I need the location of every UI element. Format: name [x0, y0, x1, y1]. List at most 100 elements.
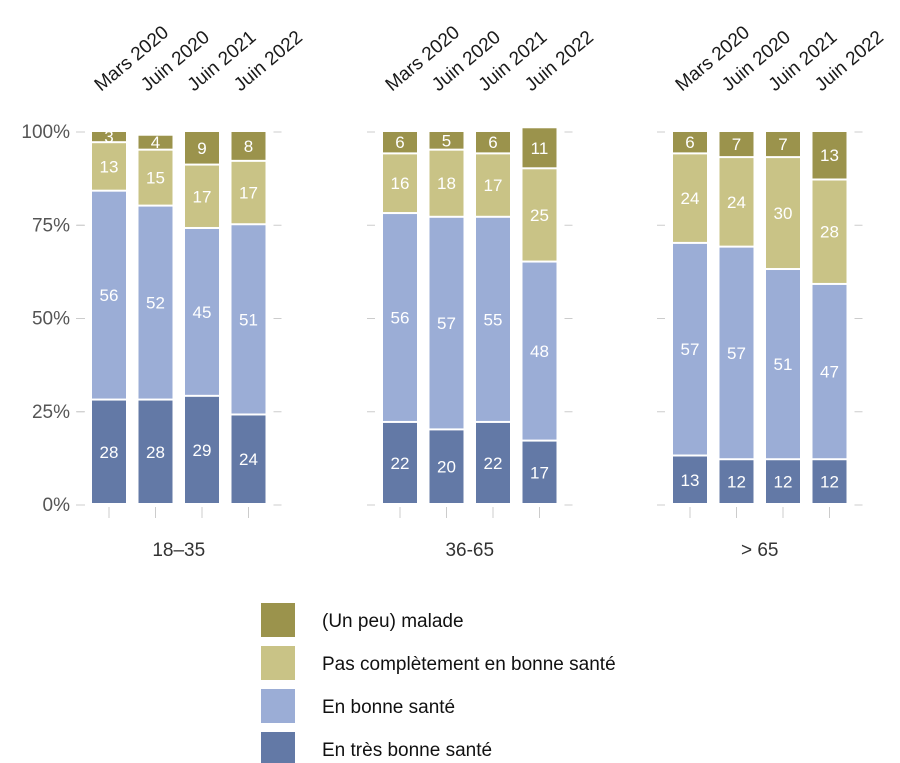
group-label: > 65	[741, 540, 779, 561]
data-label: 28	[100, 443, 119, 462]
data-label: 12	[727, 473, 746, 492]
data-label: 55	[484, 310, 503, 329]
bar-segment	[766, 270, 800, 459]
data-label: 57	[727, 344, 746, 363]
bar-segment	[429, 430, 464, 503]
bar-segment	[673, 456, 707, 503]
data-label: 47	[820, 363, 839, 382]
bar-segment	[476, 132, 510, 153]
bar-segment	[231, 161, 266, 224]
data-label: 17	[193, 187, 212, 206]
data-label: 24	[727, 193, 746, 212]
data-label: 13	[820, 146, 839, 165]
data-label: 56	[100, 286, 119, 305]
y-axis: 0% 25% 50% 75% 100%	[21, 122, 85, 516]
data-label: 17	[484, 176, 503, 195]
legend-label: Pas complètement en bonne santé	[322, 654, 616, 675]
bar-segment	[429, 217, 464, 429]
bar-segment	[231, 415, 266, 503]
bar-segment	[92, 191, 126, 399]
data-label: 12	[820, 473, 839, 492]
bar-segment	[138, 400, 173, 503]
bar-segment	[673, 243, 707, 455]
bar-segment	[812, 284, 847, 459]
bar-segment	[383, 132, 417, 153]
bar-segment	[812, 180, 847, 283]
bar-segment	[138, 206, 173, 399]
bar-segment	[719, 247, 754, 459]
data-label: 24	[239, 450, 258, 469]
bar-segment	[522, 128, 557, 168]
data-label: 22	[484, 454, 503, 473]
data-label: 6	[685, 133, 694, 152]
data-label: 17	[530, 463, 549, 482]
bar-segment	[812, 132, 847, 179]
legend-swatch	[261, 689, 295, 723]
data-label: 29	[193, 441, 212, 460]
bar-segment	[138, 135, 173, 149]
bar-segment	[476, 154, 510, 216]
bar-segment	[185, 132, 219, 164]
data-label: 6	[488, 133, 497, 152]
data-label: 8	[244, 137, 253, 156]
data-label: 13	[681, 471, 700, 490]
y-tick-label: 100%	[21, 122, 70, 143]
data-label: 15	[146, 169, 165, 188]
data-label: 6	[395, 133, 404, 152]
y-tick-label: 25%	[32, 402, 70, 423]
data-label: 25	[530, 206, 549, 225]
legend-label: En très bonne santé	[322, 740, 492, 761]
data-label: 30	[774, 204, 793, 223]
bar-segment	[92, 143, 126, 190]
data-label: 51	[239, 310, 258, 329]
bar-segment	[185, 165, 219, 227]
data-label: 20	[437, 458, 456, 477]
legend: (Un peu) malade Pas complètement en bonne…	[261, 603, 616, 763]
bar-segment	[92, 400, 126, 503]
bar-segment	[719, 158, 754, 246]
data-label: 17	[239, 184, 258, 203]
data-label: 16	[391, 174, 410, 193]
bar-segment	[673, 132, 707, 153]
bar-segment	[522, 262, 557, 440]
bar-segment	[92, 132, 126, 142]
data-label: 7	[778, 135, 787, 154]
bar-segment	[766, 158, 800, 269]
bar-segment	[719, 132, 754, 157]
bar-segment	[231, 132, 266, 160]
legend-swatch	[261, 603, 295, 637]
legend-swatch	[261, 732, 295, 763]
bar-segment	[231, 225, 266, 414]
data-label: 3	[104, 128, 113, 147]
legend-label: (Un peu) malade	[322, 611, 464, 632]
bar-segment	[766, 132, 800, 157]
bar-segment	[138, 150, 173, 205]
data-label: 51	[774, 355, 793, 374]
bar-segment	[476, 217, 510, 421]
bar-segment	[719, 460, 754, 503]
data-label: 57	[681, 340, 700, 359]
data-label: 7	[732, 135, 741, 154]
bar-segment	[476, 422, 510, 503]
data-label: 28	[146, 443, 165, 462]
y-tick-label: 75%	[32, 215, 70, 236]
legend-label: En bonne santé	[322, 697, 455, 718]
data-label: 28	[820, 223, 839, 242]
bar-segment	[383, 422, 417, 503]
data-label: 45	[193, 303, 212, 322]
data-label: 4	[151, 133, 160, 152]
bar-segment	[383, 214, 417, 421]
group-label: 36-65	[445, 540, 494, 561]
data-label: 22	[391, 454, 410, 473]
bar-segment	[522, 441, 557, 503]
group-label: 18–35	[152, 540, 205, 561]
data-label: 13	[100, 157, 119, 176]
data-label: 11	[531, 139, 549, 158]
data-label: 18	[437, 174, 456, 193]
bar-segment	[766, 460, 800, 503]
